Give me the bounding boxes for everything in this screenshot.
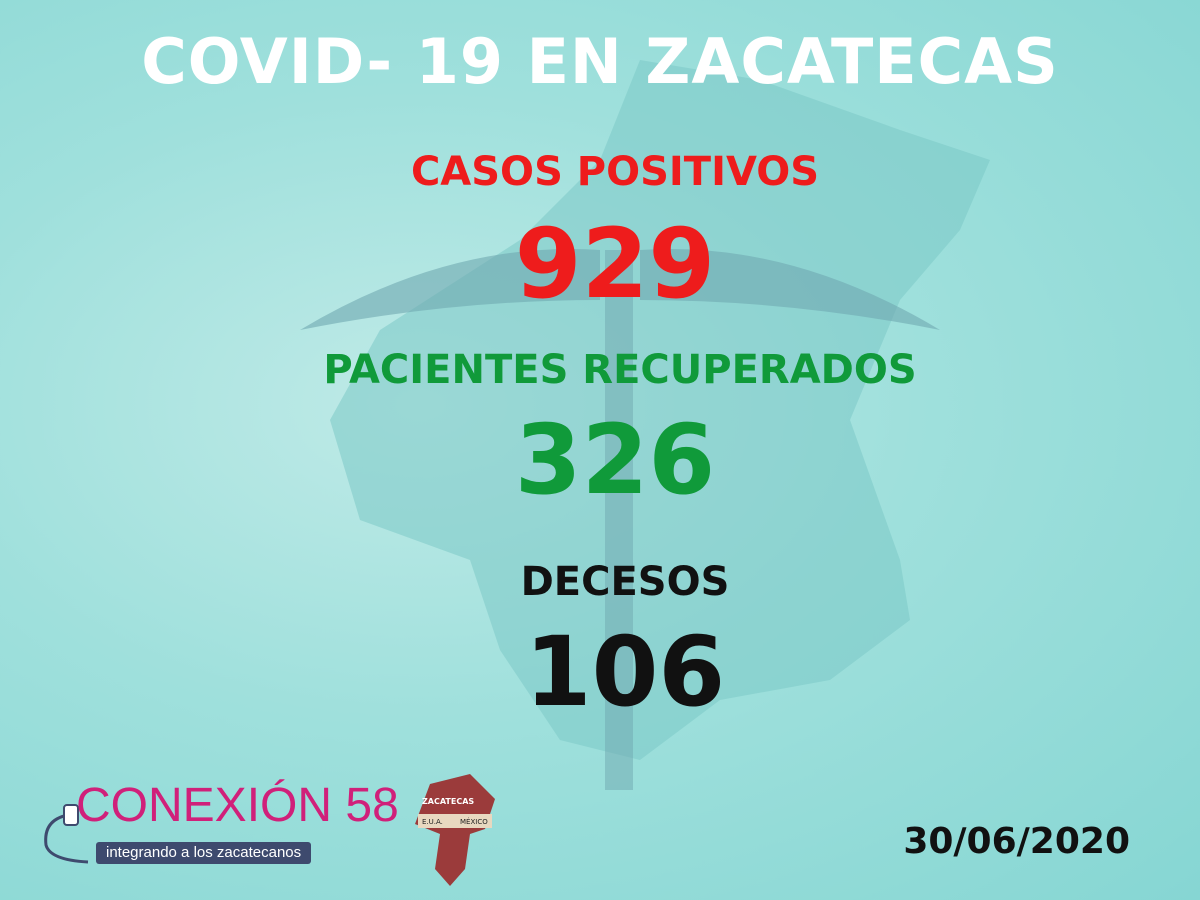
recovered-label: PACIENTES RECUPERADOS [323,347,917,393]
recovered-value: 326 [514,404,716,516]
positive-cases-label: CASOS POSITIVOS [410,149,820,195]
brand-text: CONEXIÓN 58 [76,779,399,832]
svg-text:ZACATECAS: ZACATECAS [422,797,474,806]
svg-text:MÉXICO: MÉXICO [460,817,488,826]
deaths-label: DECESOS [520,559,730,605]
conexion-58-logo: CONEXIÓN 58 integrando a los zacatecanos… [38,774,508,890]
report-date: 30/06/2020 [903,821,1130,862]
positive-cases-value: 929 [514,208,716,320]
svg-text:E.U.A.: E.U.A. [422,818,443,826]
plug-icon [44,804,89,864]
zacatecas-map-icon: ZACATECAS E.U.A. MÉXICO [415,774,495,886]
deaths-value: 106 [524,616,726,728]
tagline: integrando a los zacatecanos [96,842,312,864]
page-title: COVID- 19 EN ZACATECAS [141,25,1059,98]
